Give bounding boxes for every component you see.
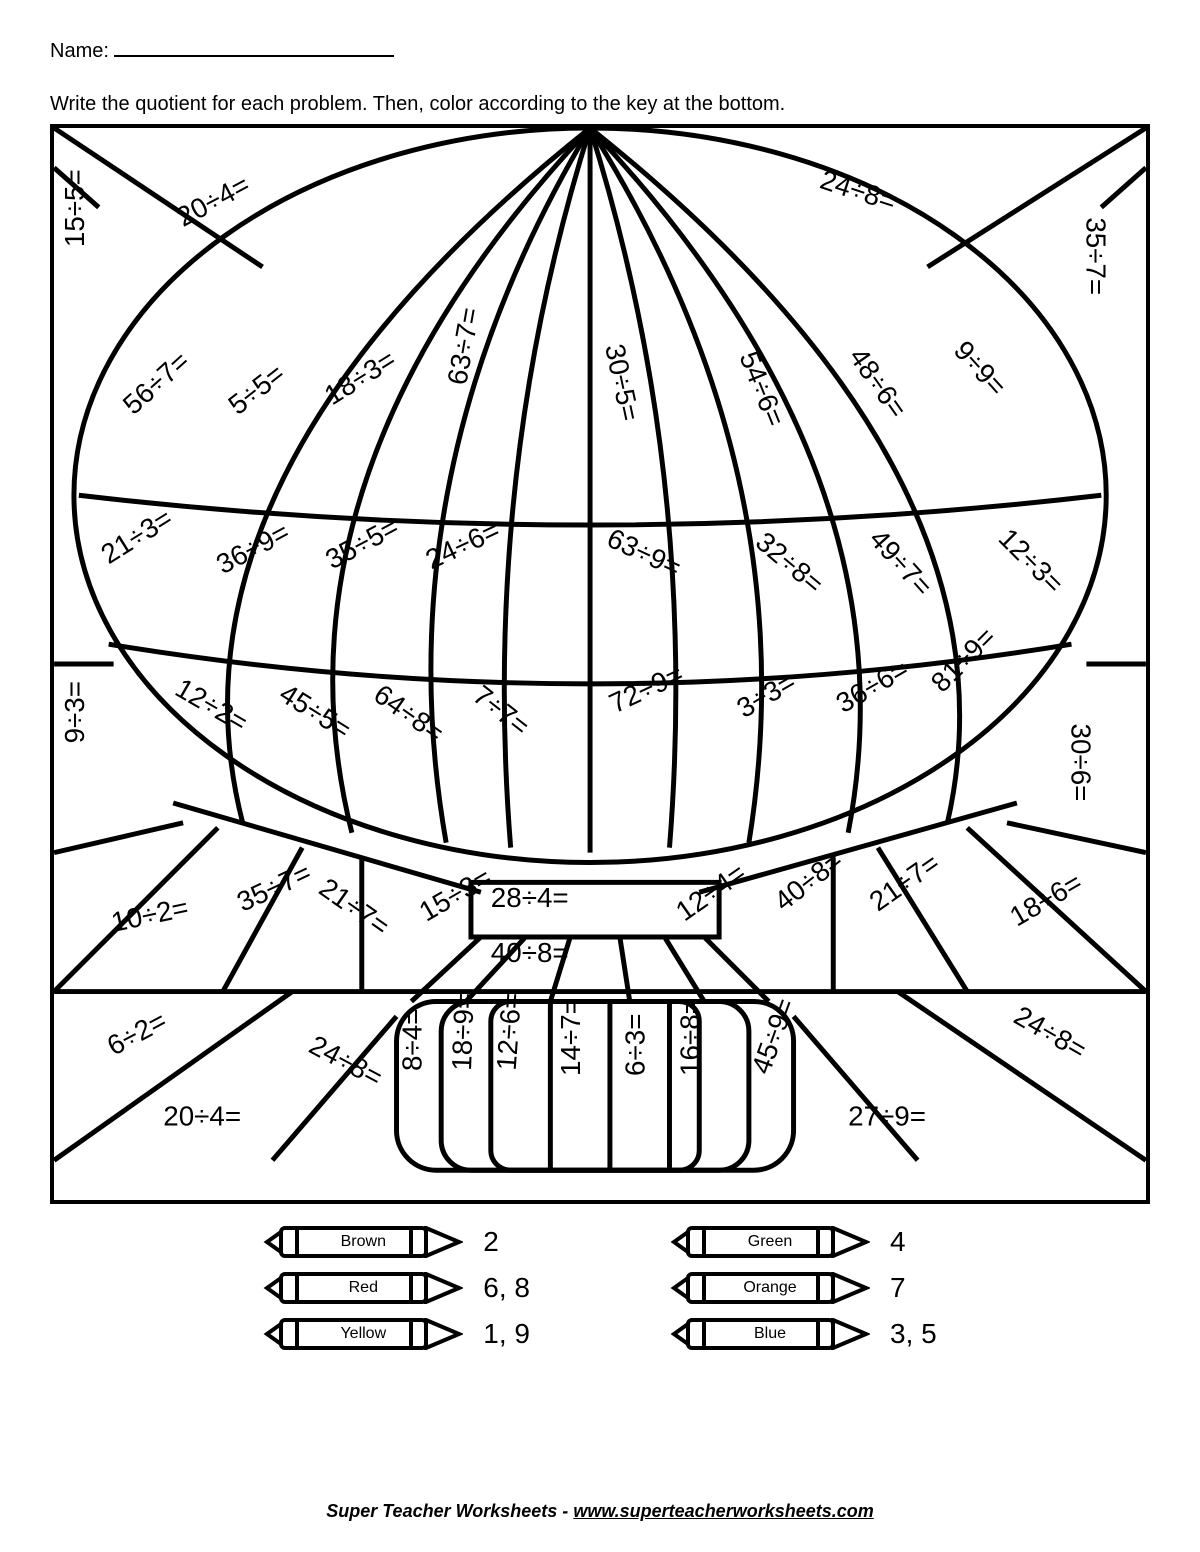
- crayon-icon: Blue: [670, 1318, 870, 1350]
- division-problem: 12÷6=: [491, 992, 527, 1072]
- key-row: Red 6, 8: [263, 1270, 530, 1306]
- crayon-label: Red: [349, 1279, 378, 1297]
- division-problem: 24÷8=: [1009, 1000, 1092, 1066]
- division-problem: 12÷3=: [993, 522, 1070, 599]
- key-numbers: 7: [890, 1272, 906, 1304]
- division-problem: 10÷2=: [108, 891, 191, 938]
- division-problem: 27÷9=: [848, 1101, 926, 1132]
- division-problem: 15÷3=: [414, 862, 497, 928]
- division-problem: 36÷9=: [211, 516, 294, 580]
- balloon-diagram: 15÷5=20÷4=24÷8=35÷7=56÷7=5÷5=18÷3=63÷7=3…: [50, 124, 1150, 1204]
- division-problem: 48÷6=: [843, 342, 913, 424]
- footer-url: www.superteacherworksheets.com: [573, 1501, 873, 1521]
- crayon-label: Yellow: [340, 1325, 386, 1343]
- division-problem: 20÷4=: [163, 1101, 241, 1132]
- key-numbers: 2: [483, 1226, 499, 1258]
- division-problem: 30÷6=: [1065, 724, 1096, 802]
- key-column-left: Brown 2 Red 6, 8 Yellow 1, 9: [263, 1224, 530, 1352]
- crayon-label: Orange: [743, 1279, 796, 1297]
- division-problem: 12÷4=: [670, 857, 752, 927]
- crayon-icon: Orange: [670, 1272, 870, 1304]
- color-key: Brown 2 Red 6, 8 Yellow 1, 9 Green 4: [50, 1224, 1150, 1352]
- key-row: Blue 3, 5: [670, 1316, 937, 1352]
- key-row: Yellow 1, 9: [263, 1316, 530, 1352]
- division-problem: 56÷7=: [117, 345, 196, 420]
- division-problem: 28÷4=: [491, 882, 569, 913]
- key-row: Brown 2: [263, 1224, 530, 1260]
- division-problem: 9÷3=: [59, 681, 90, 743]
- key-numbers: 1, 9: [483, 1318, 530, 1350]
- balloon-svg: 15÷5=20÷4=24÷8=35÷7=56÷7=5÷5=18÷3=63÷7=3…: [54, 128, 1146, 1200]
- division-problem: 21÷7=: [314, 872, 396, 942]
- crayon-label: Blue: [754, 1325, 786, 1343]
- key-row: Orange 7: [670, 1270, 937, 1306]
- division-problem: 14÷7=: [555, 998, 586, 1076]
- division-problem: 5÷5=: [222, 358, 290, 421]
- division-problem: 21÷7=: [864, 847, 946, 917]
- division-problem: 81÷9=: [925, 621, 1002, 698]
- instructions: Write the quotient for each problem. The…: [50, 93, 1150, 116]
- footer: Super Teacher Worksheets - www.superteac…: [0, 1501, 1200, 1522]
- name-blank[interactable]: [114, 55, 394, 57]
- division-problem: 35÷7=: [232, 857, 316, 918]
- division-problem: 49÷7=: [864, 523, 939, 602]
- key-numbers: 3, 5: [890, 1318, 937, 1350]
- division-problem: 54÷6=: [733, 347, 791, 431]
- division-problem: 21÷3=: [95, 502, 177, 570]
- division-problem: 40÷8=: [768, 845, 848, 917]
- division-problem: 6÷3=: [620, 1014, 651, 1076]
- division-problem: 6÷2=: [102, 1005, 172, 1062]
- division-problem: 30÷5=: [599, 341, 646, 424]
- division-problem: 32÷8=: [750, 526, 830, 600]
- crayon-icon: Green: [670, 1226, 870, 1258]
- division-problem: 36÷6=: [831, 653, 914, 719]
- division-problem: 15÷5=: [59, 169, 90, 247]
- division-problem: 64÷8=: [368, 678, 450, 748]
- division-problem: 35÷7=: [1080, 217, 1111, 295]
- crayon-icon: Red: [263, 1272, 463, 1304]
- division-problem: 3÷3=: [731, 666, 801, 724]
- division-problem: 7÷7=: [467, 679, 535, 742]
- key-numbers: 4: [890, 1226, 906, 1258]
- division-problem: 12÷2=: [170, 672, 253, 738]
- crayon-label: Brown: [341, 1233, 386, 1251]
- key-row: Green 4: [670, 1224, 937, 1260]
- division-problem: 40÷8=: [491, 937, 569, 968]
- division-problem: 18÷9=: [446, 992, 480, 1071]
- crayon-icon: Brown: [263, 1226, 463, 1258]
- division-problem: 8÷4=: [396, 1009, 427, 1071]
- division-problem: 24÷8=: [817, 164, 901, 218]
- footer-text: Super Teacher Worksheets -: [326, 1501, 573, 1521]
- crayon-label: Green: [748, 1233, 792, 1251]
- key-column-right: Green 4 Orange 7 Blue 3, 5: [670, 1224, 937, 1352]
- crayon-icon: Yellow: [263, 1318, 463, 1350]
- division-problem: 9÷9=: [948, 335, 1013, 402]
- name-label: Name:: [50, 40, 109, 63]
- division-problem: 45÷5=: [274, 678, 356, 746]
- division-problem: 16÷8=: [674, 998, 705, 1076]
- name-field[interactable]: Name:: [50, 40, 1150, 63]
- key-numbers: 6, 8: [483, 1272, 530, 1304]
- division-problem: 63÷9=: [602, 522, 686, 583]
